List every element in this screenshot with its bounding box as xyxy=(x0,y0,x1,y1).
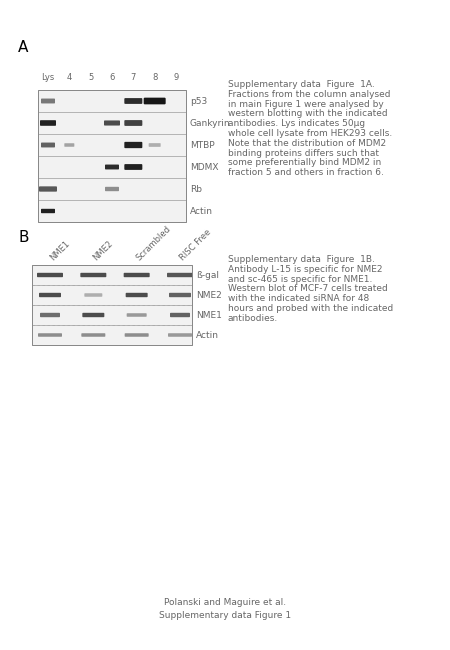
FancyBboxPatch shape xyxy=(81,273,106,277)
Text: binding proteins differs such that: binding proteins differs such that xyxy=(228,149,379,157)
Text: RISC Free: RISC Free xyxy=(178,227,213,262)
Text: fraction 5 and others in fraction 6.: fraction 5 and others in fraction 6. xyxy=(228,168,384,177)
Text: Supplementary data  Figure  1A.: Supplementary data Figure 1A. xyxy=(228,80,375,89)
FancyBboxPatch shape xyxy=(124,120,142,126)
Text: with the indicated siRNA for 48: with the indicated siRNA for 48 xyxy=(228,294,369,303)
Text: Fractions from the column analysed: Fractions from the column analysed xyxy=(228,90,391,99)
Text: MDMX: MDMX xyxy=(190,162,219,172)
Bar xyxy=(32,305,192,325)
Text: Rb: Rb xyxy=(190,185,202,194)
Bar xyxy=(38,90,186,222)
Bar xyxy=(32,325,192,345)
Text: antibodies. Lys indicates 50μg: antibodies. Lys indicates 50μg xyxy=(228,119,365,128)
Text: 7: 7 xyxy=(130,73,136,83)
Bar xyxy=(38,112,186,134)
Text: 5: 5 xyxy=(88,73,93,83)
Text: Actin: Actin xyxy=(190,207,213,216)
FancyBboxPatch shape xyxy=(84,293,102,297)
Text: MTBP: MTBP xyxy=(190,140,215,150)
Text: hours and probed with the indicated: hours and probed with the indicated xyxy=(228,304,393,313)
Bar xyxy=(38,90,186,112)
FancyBboxPatch shape xyxy=(124,273,150,277)
FancyBboxPatch shape xyxy=(64,143,74,147)
FancyBboxPatch shape xyxy=(125,333,148,337)
FancyBboxPatch shape xyxy=(38,333,62,337)
FancyBboxPatch shape xyxy=(39,187,57,192)
FancyBboxPatch shape xyxy=(168,333,192,337)
Text: in main Figure 1 were analysed by: in main Figure 1 were analysed by xyxy=(228,99,384,109)
Bar xyxy=(38,200,186,222)
Text: p53: p53 xyxy=(190,96,207,105)
Text: antibodies.: antibodies. xyxy=(228,314,278,323)
FancyBboxPatch shape xyxy=(82,313,104,317)
Text: NME2: NME2 xyxy=(196,291,222,300)
FancyBboxPatch shape xyxy=(41,142,55,148)
FancyBboxPatch shape xyxy=(148,143,161,147)
Bar xyxy=(38,178,186,200)
FancyBboxPatch shape xyxy=(104,120,120,125)
FancyBboxPatch shape xyxy=(81,333,105,337)
FancyBboxPatch shape xyxy=(170,313,190,317)
Text: Western blot of MCF-7 cells treated: Western blot of MCF-7 cells treated xyxy=(228,285,388,293)
Text: Lys: Lys xyxy=(41,73,54,83)
Bar xyxy=(38,134,186,156)
FancyBboxPatch shape xyxy=(41,99,55,103)
Text: 9: 9 xyxy=(173,73,179,83)
Text: western blotting with the indicated: western blotting with the indicated xyxy=(228,109,387,118)
Text: 8: 8 xyxy=(152,73,158,83)
Text: Actin: Actin xyxy=(196,330,219,339)
FancyBboxPatch shape xyxy=(40,313,60,317)
FancyBboxPatch shape xyxy=(41,209,55,213)
Text: 4: 4 xyxy=(67,73,72,83)
Text: Scrambled: Scrambled xyxy=(135,224,173,262)
FancyBboxPatch shape xyxy=(105,187,119,191)
FancyBboxPatch shape xyxy=(124,98,142,104)
Text: Polanski and Maguire et al.
Supplementary data Figure 1: Polanski and Maguire et al. Supplementar… xyxy=(159,598,291,620)
Text: ß-gal: ß-gal xyxy=(196,270,219,280)
FancyBboxPatch shape xyxy=(126,313,147,317)
FancyBboxPatch shape xyxy=(105,164,119,170)
Text: Note that the distribution of MDM2: Note that the distribution of MDM2 xyxy=(228,139,386,148)
FancyBboxPatch shape xyxy=(167,273,193,277)
Text: Supplementary data  Figure  1B.: Supplementary data Figure 1B. xyxy=(228,255,375,264)
Bar xyxy=(38,156,186,178)
FancyBboxPatch shape xyxy=(124,164,142,170)
Text: NME1: NME1 xyxy=(48,239,72,262)
Text: some preferentially bind MDM2 in: some preferentially bind MDM2 in xyxy=(228,159,381,168)
FancyBboxPatch shape xyxy=(124,142,142,148)
Text: B: B xyxy=(18,230,28,245)
Text: A: A xyxy=(18,40,28,55)
Text: Antibody L-15 is specific for NME2: Antibody L-15 is specific for NME2 xyxy=(228,265,382,274)
Text: 6: 6 xyxy=(109,73,115,83)
FancyBboxPatch shape xyxy=(40,120,56,126)
FancyBboxPatch shape xyxy=(126,292,148,297)
Text: NME2: NME2 xyxy=(91,239,115,262)
FancyBboxPatch shape xyxy=(37,273,63,277)
FancyBboxPatch shape xyxy=(169,292,191,297)
Bar xyxy=(32,285,192,305)
Text: Gankyrin: Gankyrin xyxy=(190,118,230,127)
Text: NME1: NME1 xyxy=(196,311,222,320)
Text: whole cell lysate from HEK293 cells.: whole cell lysate from HEK293 cells. xyxy=(228,129,392,138)
FancyBboxPatch shape xyxy=(144,98,166,105)
FancyBboxPatch shape xyxy=(39,292,61,297)
Bar xyxy=(32,265,192,285)
Text: and sc-465 is specific for NME1.: and sc-465 is specific for NME1. xyxy=(228,274,373,283)
Bar xyxy=(32,265,192,345)
